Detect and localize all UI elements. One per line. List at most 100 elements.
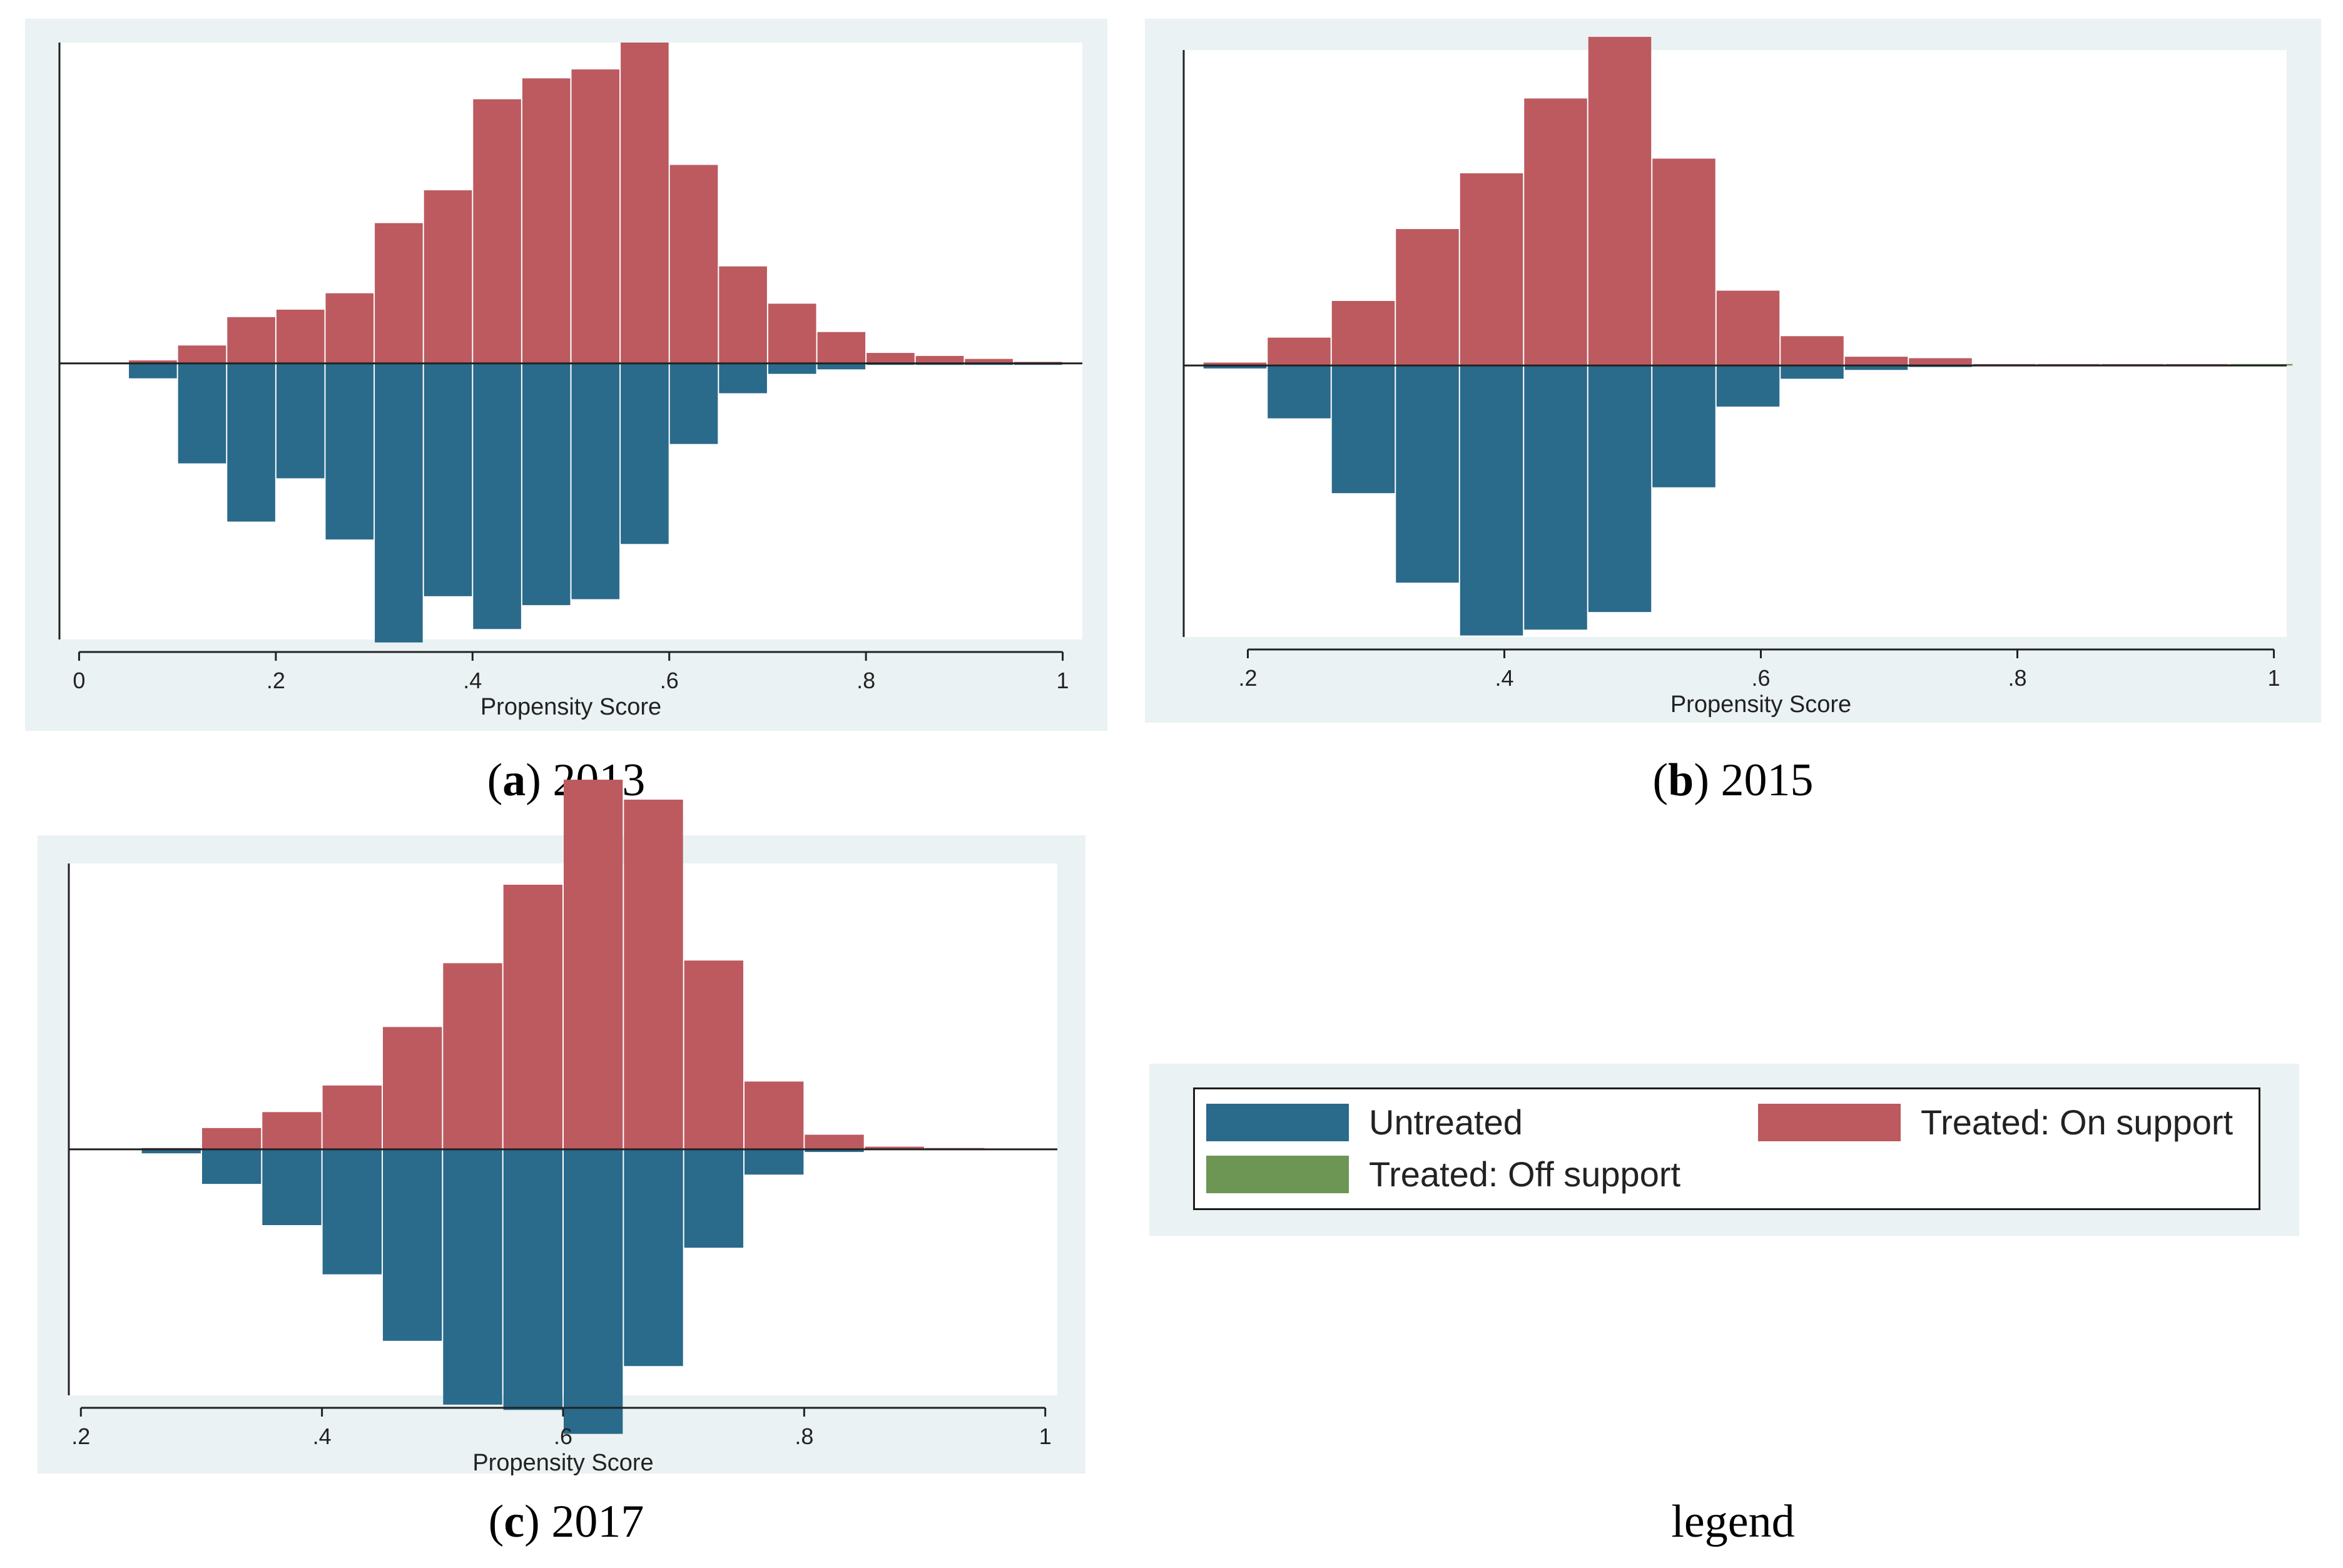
- x-tick-label-3: .6: [660, 668, 679, 693]
- bar-untreated-8: [522, 363, 571, 606]
- bar-treated-on-11: [805, 1134, 864, 1149]
- bar-treated-on-12: [865, 1146, 925, 1149]
- bar-treated-on-5: [443, 963, 502, 1149]
- bar-untreated-10: [621, 363, 669, 544]
- bar-treated-on-9: [1781, 336, 1844, 366]
- bar-untreated-1: [178, 363, 226, 464]
- bar-treated-on-8: [1716, 290, 1780, 366]
- bar-treated-on-12: [719, 266, 767, 364]
- bar-untreated-10: [1844, 365, 1908, 370]
- x-tick-label-1: .4: [1495, 665, 1513, 691]
- bar-treated-on-1: [1268, 337, 1331, 366]
- caption-c-letter: c: [504, 1496, 525, 1547]
- bar-treated-on-2: [262, 1112, 322, 1149]
- bar-untreated-4: [382, 1149, 442, 1341]
- x-tick-label-2: .6: [1751, 665, 1770, 691]
- bar-untreated-5: [1524, 365, 1587, 630]
- bar-untreated-12: [719, 363, 767, 394]
- bar-untreated-1: [201, 1149, 262, 1184]
- caption-b-year: 2015: [1720, 755, 1814, 806]
- bar-untreated-9: [684, 1149, 744, 1248]
- bar-treated-on-3: [276, 309, 325, 364]
- chart-panel-b: .2 .4 .6 .8 1 Propensity Score: [1145, 19, 2321, 723]
- x-axis-title: Propensity Score: [1670, 691, 1851, 718]
- bar-untreated-3: [276, 363, 325, 479]
- bar-treated-on-6: [1588, 36, 1652, 366]
- legend-label-treated-on: Treated: On support: [1921, 1102, 2234, 1142]
- bar-untreated-9: [1781, 365, 1844, 379]
- x-tick-label-0: 0: [73, 668, 85, 693]
- bar-treated-on-15: [867, 353, 915, 364]
- bar-untreated-8: [1716, 365, 1780, 407]
- bar-treated-on-10: [621, 43, 669, 364]
- x-tick-label-0: .2: [71, 1423, 90, 1449]
- bar-untreated-10: [745, 1149, 804, 1175]
- bar-treated-on-3: [1396, 229, 1459, 366]
- legend-item-treated-on: Treated: On support: [1758, 1102, 2233, 1143]
- bar-treated-on-7: [1652, 158, 1715, 366]
- bar-untreated-0: [129, 363, 177, 379]
- x-tick-label-2: .6: [554, 1423, 572, 1449]
- x-tick-label-3: .8: [2008, 665, 2026, 691]
- bar-treated-on-0: [129, 360, 177, 364]
- caption-c-year: 2017: [551, 1496, 644, 1547]
- bar-treated-on-6: [503, 885, 562, 1149]
- bar-treated-on-7: [473, 99, 521, 364]
- bar-untreated-0: [141, 1149, 201, 1154]
- bar-treated-on-13: [768, 303, 816, 364]
- bar-treated-on-4: [325, 293, 374, 364]
- bar-treated-on-5: [375, 223, 423, 364]
- bar-treated-on-9: [571, 69, 620, 364]
- bar-treated-on-17: [965, 359, 1013, 364]
- bar-untreated-6: [1588, 365, 1652, 613]
- bar-untreated-11: [805, 1149, 864, 1153]
- legend-item-treated-off: Treated: Off support: [1206, 1154, 1680, 1194]
- bar-untreated-4: [1460, 365, 1523, 636]
- bar-treated-on-6: [424, 190, 472, 364]
- bar-treated-on-0: [1203, 362, 1267, 366]
- x-tick-label-1: .2: [267, 668, 285, 693]
- legend-item-untreated: Untreated: [1206, 1102, 1523, 1143]
- bar-untreated-1: [1268, 365, 1331, 419]
- x-tick-label-4: .8: [856, 668, 875, 693]
- bar-untreated-2: [262, 1149, 322, 1225]
- chart-panel-a: 0 .2 .4 .6 .8 1 Propensity Score: [25, 19, 1107, 731]
- x-tick-label-1: .4: [313, 1423, 332, 1449]
- caption-c: (c) 2017: [488, 1496, 644, 1547]
- bar-untreated-6: [424, 363, 472, 596]
- bar-treated-on-11: [669, 165, 718, 364]
- bar-untreated-7: [1652, 365, 1715, 487]
- chart-panel-c: .2 .4 .6 .8 1 Propensity Score: [38, 780, 1085, 1476]
- caption-b-letter: b: [1668, 755, 1694, 806]
- bar-treated-on-11: [1909, 358, 1972, 366]
- bar-untreated-2: [1331, 365, 1395, 494]
- bar-untreated-8: [624, 1149, 683, 1367]
- bar-treated-on-2: [1331, 300, 1395, 366]
- legend-box: Untreated Treated: On support Treated: O…: [1193, 1087, 2260, 1210]
- bar-treated-on-7: [564, 780, 623, 1149]
- bar-treated-on-10: [745, 1081, 804, 1149]
- legend-label-untreated: Untreated: [1369, 1102, 1523, 1142]
- legend-swatch-treated-on: [1758, 1103, 1901, 1141]
- histogram-chart-b: .2 .4 .6 .8 1 Propensity Score: [1182, 36, 2293, 718]
- bar-untreated-2: [227, 363, 275, 522]
- bar-untreated-0: [1203, 365, 1267, 369]
- bar-treated-on-10: [1844, 357, 1908, 366]
- bar-treated-on-3: [322, 1085, 382, 1149]
- legend-swatch-treated-off: [1206, 1155, 1349, 1193]
- plot-area: [59, 43, 1082, 639]
- bar-untreated-3: [322, 1149, 382, 1275]
- legend-label-treated-off: Treated: Off support: [1369, 1154, 1681, 1194]
- bar-treated-on-14: [817, 332, 866, 364]
- bar-untreated-11: [669, 363, 718, 444]
- bar-treated-on-9: [684, 960, 744, 1149]
- bar-treated-on-4: [382, 1027, 442, 1149]
- bar-untreated-3: [1396, 365, 1459, 583]
- caption-legend: legend: [1671, 1496, 1795, 1547]
- bar-treated-on-1: [178, 345, 226, 364]
- bar-treated-on-8: [522, 78, 571, 364]
- bar-treated-on-5: [1524, 98, 1587, 366]
- bar-treated-on-1: [201, 1128, 262, 1149]
- x-axis-title: Propensity Score: [480, 694, 661, 720]
- x-tick-label-4: 1: [1039, 1423, 1052, 1449]
